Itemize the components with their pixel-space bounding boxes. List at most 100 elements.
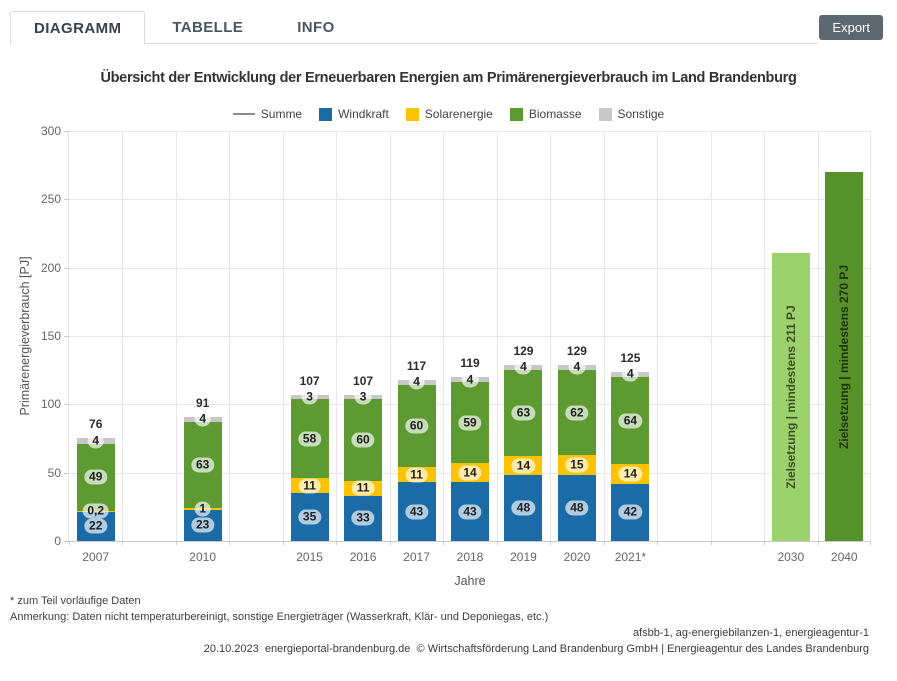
- gridline-horizontal: [69, 199, 871, 201]
- x-tick-label-2018: 2018: [456, 550, 484, 564]
- bar-2021: 42 14 64 4 125: [611, 351, 650, 541]
- bar-2019: 48 14 63 4 129: [504, 344, 543, 541]
- segment-value-label: 43: [404, 504, 429, 520]
- bar-2016: 33 11 60 3 107: [344, 374, 383, 541]
- x-tick-label-2030: 2030: [777, 550, 805, 564]
- legend-item-solarenergie[interactable]: Solarenergie: [405, 107, 493, 121]
- gridline-vertical: [711, 131, 712, 541]
- segment-value-label: 23: [190, 517, 215, 533]
- segment-value-label: 11: [298, 478, 321, 494]
- bar-2010: 23 1 63 4 91: [183, 396, 222, 541]
- tab-diagramm[interactable]: DIAGRAMM: [10, 11, 146, 45]
- gridline-vertical: [390, 131, 391, 541]
- gridline-vertical: [604, 131, 605, 541]
- segment-value-label: 11: [405, 467, 428, 483]
- target-bar-label: Zielsetzung | mindestens 211 PJ: [783, 305, 798, 489]
- legend-swatch-solarenergie: [405, 107, 419, 121]
- x-tick-label-2007: 2007: [82, 550, 110, 564]
- segment-value-label: 3: [354, 389, 372, 405]
- legend-item-sonstige[interactable]: Sonstige: [598, 107, 664, 121]
- x-axis-tick: [336, 541, 337, 545]
- segment-value-label: 60: [351, 432, 375, 448]
- x-tick-label-2040: 2040: [830, 550, 858, 564]
- bar-total-label: 91: [195, 395, 210, 410]
- gridline-vertical: [336, 131, 337, 541]
- target-bar-2030[interactable]: Zielsetzung | mindestens 211 PJ: [771, 252, 810, 541]
- gridline-vertical: [764, 131, 765, 541]
- legend-swatch-windkraft: [319, 107, 333, 121]
- tab-tabelle[interactable]: TABELLE: [172, 19, 244, 36]
- legend-line-icon-summe: [232, 113, 255, 115]
- gridline-horizontal: [69, 131, 871, 132]
- segment-value-label: 22: [84, 518, 108, 534]
- x-axis-tick: [69, 541, 70, 545]
- segment-value-label: 33: [351, 510, 375, 526]
- x-tick-label-2020: 2020: [563, 550, 591, 564]
- gridline-horizontal: [69, 336, 871, 337]
- legend-label: Summe: [260, 107, 303, 121]
- segment-value-label: 14: [458, 465, 482, 481]
- segment-value-label: 4: [87, 433, 105, 449]
- bar-total-label: 117: [406, 358, 427, 373]
- tab-info[interactable]: INFO: [297, 19, 335, 36]
- tab-bar: DIAGRAMM TABELLE INFO: [10, 11, 362, 45]
- x-axis-tick: [122, 541, 123, 545]
- tabs-underline: [10, 43, 818, 44]
- x-tick-label-2010: 2010: [189, 550, 216, 564]
- legend-item-biomasse[interactable]: Biomasse: [509, 107, 582, 121]
- bar-total-label: 119: [460, 356, 480, 370]
- segment-value-label: 35: [297, 509, 322, 525]
- segment-value-label: 60: [404, 418, 429, 434]
- bar-total-label: 129: [566, 343, 587, 358]
- x-tick-label-2015: 2015: [296, 550, 323, 564]
- gridline-vertical: [870, 131, 871, 541]
- x-axis-tick: [711, 541, 712, 545]
- segment-value-label: 4: [408, 374, 425, 390]
- gridline-vertical: [229, 131, 230, 541]
- y-tick-label-300: 300: [40, 124, 61, 138]
- footnote-2: Anmerkung: Daten nicht temperaturbereini…: [10, 611, 549, 623]
- y-axis-tick: [64, 404, 69, 406]
- plot-area: Jahre 0 50 100 150 200 250 300 2007 2010 2015 2016…: [41, 124, 871, 588]
- x-axis-tick: [390, 541, 391, 545]
- legend-label: Solarenergie: [424, 107, 493, 121]
- attribution-line-1: afsbb-1, ag-energiebilanzen-1, energieag…: [632, 627, 869, 639]
- segment-value-label: 0,2: [82, 503, 110, 519]
- gridline-vertical: [283, 131, 284, 541]
- gridline-horizontal: [69, 267, 871, 269]
- legend-item-summe[interactable]: Summe: [232, 107, 303, 121]
- gridline-vertical: [657, 131, 658, 541]
- x-axis-tick: [443, 541, 444, 545]
- x-tick-label-2017: 2017: [403, 550, 430, 564]
- attribution: afsbb-1, ag-energiebilanzen-1, energieag…: [204, 625, 869, 657]
- target-bar-2040[interactable]: Zielsetzung | mindestens 270 PJ: [825, 172, 864, 541]
- legend-swatch-sonstige: [598, 107, 612, 121]
- attribution-line-2: 20.10.2023 energieportal-brandenburg.de …: [203, 643, 869, 655]
- chart-title: Übersicht der Entwicklung der Erneuerbar…: [100, 70, 797, 86]
- segment-value-label: 48: [511, 500, 536, 516]
- x-axis-tick: [550, 541, 551, 545]
- segment-value-label: 63: [511, 405, 536, 421]
- segment-value-label: 43: [458, 504, 482, 520]
- bar-total-label: 76: [89, 417, 103, 432]
- gridline-vertical: [443, 131, 444, 541]
- x-axis-tick: [657, 541, 658, 545]
- segment-value-label: 1: [194, 501, 211, 517]
- x-axis-title: Jahre: [454, 574, 486, 588]
- target-bar-label: Zielsetzung | mindestens 270 PJ: [837, 264, 852, 449]
- bar-total-label: 107: [353, 373, 374, 388]
- bar-total-label: 125: [620, 350, 641, 365]
- segment-value-label: 14: [511, 458, 536, 474]
- segment-value-label: 3: [301, 389, 318, 405]
- segment-value-label: 11: [351, 480, 375, 496]
- gridline-vertical: [818, 131, 819, 541]
- y-axis-tick: [64, 131, 69, 132]
- footnotes: * zum Teil vorläufige Daten Anmerkung: D…: [10, 593, 548, 625]
- x-tick-label-2019: 2019: [510, 550, 537, 564]
- gridline-vertical: [497, 131, 498, 541]
- x-axis-tick: [764, 541, 765, 545]
- gridline-vertical: [176, 131, 177, 541]
- export-button[interactable]: Export: [819, 15, 883, 40]
- legend-item-windkraft[interactable]: Windkraft: [319, 107, 389, 121]
- gridline-vertical: [550, 131, 551, 541]
